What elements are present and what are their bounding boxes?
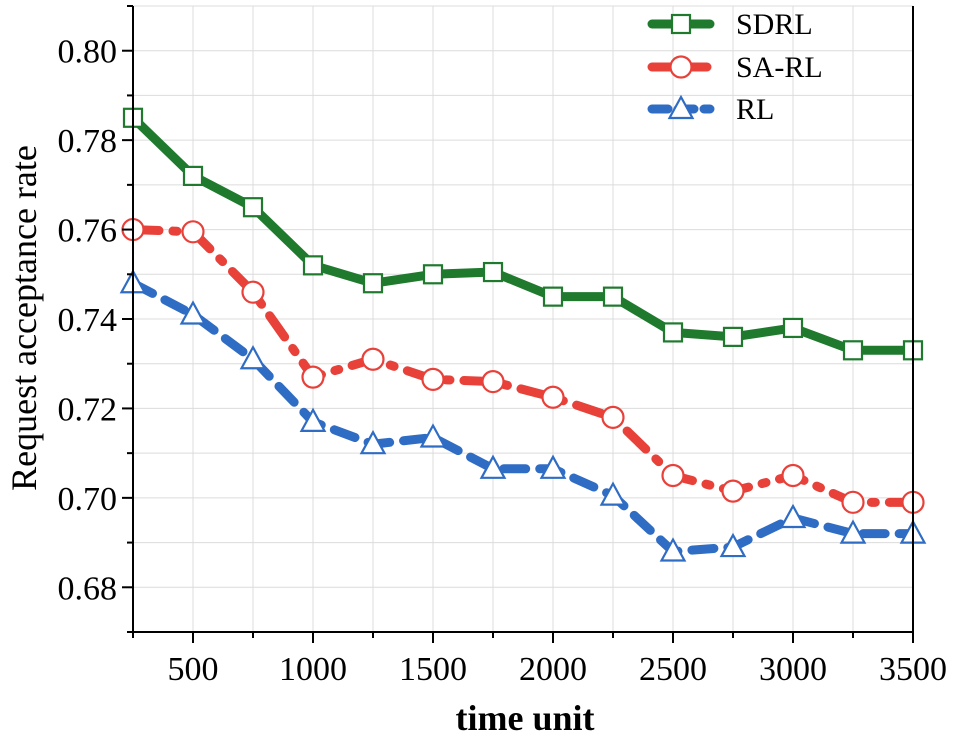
legend-label-rl: RL xyxy=(736,93,774,126)
data-point-sdrl xyxy=(722,326,744,347)
series-sdrl xyxy=(122,107,924,361)
data-point-sa-rl xyxy=(661,463,685,488)
data-point-sa-rl xyxy=(361,347,385,371)
legend-marker-rl xyxy=(667,94,695,120)
data-point-sa-rl xyxy=(301,365,325,389)
y-tick-label: 0.78 xyxy=(58,123,118,160)
y-tick-label: 0.80 xyxy=(58,34,118,71)
data-point-rl xyxy=(239,344,267,370)
y-tick-label: 0.68 xyxy=(58,570,118,607)
x-tick-label: 1500 xyxy=(399,651,467,688)
data-point-rl xyxy=(839,519,867,544)
data-point-sdrl xyxy=(542,286,564,307)
data-point-sdrl xyxy=(242,197,264,218)
x-tick-label: 500 xyxy=(168,651,219,688)
x-tick-label: 3500 xyxy=(879,651,947,688)
data-point-sa-rl xyxy=(841,490,865,514)
legend-label-sa-rl: SA-RL xyxy=(736,51,823,84)
data-point-sdrl xyxy=(662,322,684,343)
series-line-sdrl xyxy=(128,113,918,355)
data-point-sdrl xyxy=(422,264,444,285)
legend-marker-sdrl xyxy=(670,13,692,35)
data-point-sa-rl xyxy=(601,405,625,429)
legend-label-sdrl: SDRL xyxy=(736,8,813,41)
series-layer xyxy=(119,107,927,562)
data-point-sa-rl xyxy=(541,385,565,409)
legend-entry-rl: RL xyxy=(647,93,774,126)
data-point-rl xyxy=(179,300,207,325)
y-tick-label: 0.70 xyxy=(58,481,118,518)
axes: 0.68 0.70 0.72 0.74 0.76 0.78 0.80 500 1000 1500 2… xyxy=(58,5,947,688)
data-point-rl xyxy=(419,423,447,448)
data-point-sa-rl xyxy=(481,370,505,394)
y-tick-label: 0.74 xyxy=(58,302,118,339)
data-point-sdrl xyxy=(602,286,624,307)
x-axis-title: time unit xyxy=(456,698,595,738)
data-point-rl xyxy=(539,454,567,479)
y-tick-label: 0.76 xyxy=(58,213,118,250)
legend-marker-sa-rl xyxy=(669,55,693,79)
legend-entry-sdrl: SDRL xyxy=(647,8,813,41)
x-tick-label: 3000 xyxy=(759,651,827,688)
data-point-rl xyxy=(599,481,627,506)
data-point-sdrl xyxy=(482,261,504,283)
y-axis-title: Request acceptance rate xyxy=(4,145,44,491)
data-point-sa-rl xyxy=(181,220,205,244)
data-point-rl xyxy=(479,454,507,479)
legend: SDRL SA-RL RL xyxy=(647,8,823,126)
data-point-rl xyxy=(719,532,747,558)
data-point-sa-rl xyxy=(421,367,445,391)
legend-entry-sa-rl: SA-RL xyxy=(647,51,823,84)
data-point-sa-rl xyxy=(241,280,265,304)
data-point-sdrl xyxy=(182,165,204,187)
data-point-rl xyxy=(359,429,387,455)
x-tick-label: 1000 xyxy=(279,651,347,688)
data-point-rl xyxy=(659,537,687,562)
data-point-sa-rl xyxy=(721,479,745,503)
y-tick-label: 0.72 xyxy=(58,391,118,428)
x-tick-label: 2500 xyxy=(639,651,707,688)
data-point-rl xyxy=(779,503,807,529)
data-point-sdrl xyxy=(782,317,804,339)
data-point-sa-rl xyxy=(781,463,805,488)
data-point-rl xyxy=(299,407,327,432)
data-point-sdrl xyxy=(302,255,324,276)
x-tick-label: 2000 xyxy=(519,651,587,688)
series-rl xyxy=(119,268,927,562)
data-point-sdrl xyxy=(842,340,864,361)
data-point-sdrl xyxy=(362,273,384,294)
